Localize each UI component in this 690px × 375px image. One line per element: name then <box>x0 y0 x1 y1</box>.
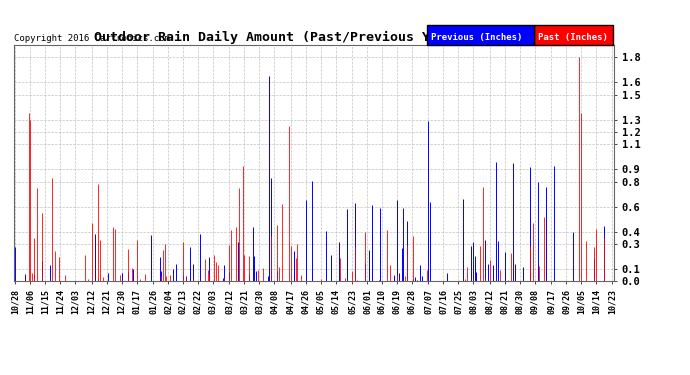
Text: Copyright 2016 Cartronics.com: Copyright 2016 Cartronics.com <box>14 34 170 43</box>
Text: Past (Inches): Past (Inches) <box>538 33 607 42</box>
Title: Outdoor Rain Daily Amount (Past/Previous Year) 20161028: Outdoor Rain Daily Amount (Past/Previous… <box>94 31 534 44</box>
Text: Previous (Inches): Previous (Inches) <box>431 33 522 42</box>
